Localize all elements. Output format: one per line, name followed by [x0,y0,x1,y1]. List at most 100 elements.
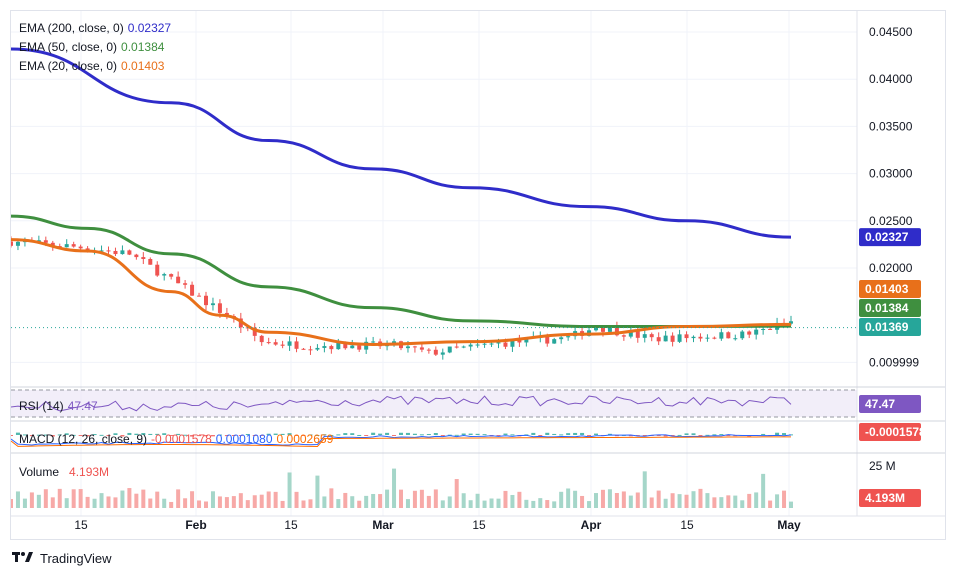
rsi-line [11,395,792,412]
candle-body [566,336,571,338]
macd-line [11,434,792,446]
volume-bar [433,489,438,508]
candle-body [628,331,633,337]
macd-hist-bar [245,433,250,435]
volume-bar [475,493,480,508]
macd-hist-bar [433,433,438,435]
volume-bar [162,498,167,508]
chart-frame: 0.04500 0.04000 0.03500 0.03000 0.02500 0.020… [10,10,946,540]
badge-macd-bg [859,423,921,441]
volume-bar [510,494,515,508]
macd-hist-bar [378,433,383,435]
candle-body [426,349,431,351]
candle-body [197,295,202,297]
candle-body [204,295,208,306]
macd-hist-bar [642,435,647,436]
macd-hist-bar [294,435,299,436]
candle [489,342,494,347]
volume-bar [371,493,376,508]
volume-bar [308,499,313,508]
candle [754,326,759,340]
macd-hist-bar [155,433,160,435]
volume-bar [740,500,745,508]
volume-bar [57,488,62,508]
candle-body [642,334,647,338]
macd-hist-bar [426,434,431,436]
volume-bar [684,494,689,508]
macd-hist-bar [15,432,20,435]
candle-body [475,344,480,346]
candle-body [705,337,710,339]
volume-bar [663,498,668,508]
legend-volume-value: 4.193M [69,465,110,479]
macd-hist-bar [301,435,306,436]
badge-volume-text: 4.193M [865,491,905,505]
badge-ema20-text: 0.01403 [865,282,909,296]
candle-body [210,303,215,306]
macd-hist-bar [280,433,285,435]
legend-macd[interactable]: MACD (12, 26, close, 9) -0.0001578 0.00010… [19,432,333,446]
legend-rsi-value: 47.47 [67,399,98,413]
legend-ema50[interactable]: EMA (50, close, 0) 0.01384 [19,40,164,54]
candle-body [754,329,759,335]
volume-bar [594,493,598,508]
tradingview-logo-icon[interactable] [12,550,34,566]
macd-hist-bar [252,435,257,436]
macd-hist-bar [57,434,62,436]
candle [315,344,320,351]
candle-body [71,244,76,247]
price-tick-label: 0.009999 [869,355,919,369]
legend-ema200-value: 0.02327 [127,21,172,35]
badge-ema20: 0.01403 [859,280,921,298]
candle-body [280,344,285,346]
candle-body [183,283,188,285]
macd-hist-bar [343,433,348,435]
candle-body [482,343,487,345]
price-chart[interactable]: 0.04500 0.04000 0.03500 0.03000 0.02500 0.020… [11,11,945,539]
volume-bar [405,499,410,508]
candle-body [489,343,494,345]
macd-hist-bar [120,435,125,437]
legend-ema200[interactable]: EMA (200, close, 0) 0.02327 [19,21,171,35]
candle-body [614,327,619,336]
macd-hist-bar [573,432,578,435]
macd-hist-bar [315,434,320,436]
volume-bar [691,491,696,508]
badge-ema20-bg [859,280,921,298]
legend-ema20[interactable]: EMA (20, close, 0) 0.01403 [19,59,164,73]
volume-bar [155,491,160,508]
price-tick-label: 0.02500 [869,214,913,228]
candle [726,331,731,339]
candle [294,337,299,353]
macd-hist-bar [698,435,703,437]
legend-ema20-value: 0.01403 [121,59,165,73]
legend-macd-line: 0.0001080 [215,432,273,446]
volume-bar [148,498,153,508]
volume-bar [587,501,592,508]
volume-bar [64,498,69,508]
candle-body [440,352,445,355]
legend-rsi[interactable]: RSI (14) 47.47 [19,399,98,413]
macd-hist-bar [266,433,271,435]
candle [412,345,417,353]
macd-hist-bar [217,434,222,436]
volume-bar [204,501,208,508]
macd-hist-bar [503,433,508,435]
macd-hist-bar [566,433,571,435]
footer: TradingView [12,550,112,566]
volume-bar [454,479,459,508]
badge-last-price: 0.01369 [859,318,921,336]
time-tick-label: Feb [185,518,206,532]
volume-bar [259,494,264,508]
candle-body [747,331,752,335]
volume-bar [656,490,661,508]
macd-hist-bar [148,433,153,435]
macd-hist-bar [782,433,787,435]
candle-body [50,242,55,247]
candle [322,342,327,353]
legend-volume[interactable]: Volume 4.193M [19,465,109,479]
volume-bar [127,488,132,508]
candle [280,340,285,349]
macd-hist-bar [287,433,292,435]
badge-rsi-bg [859,395,921,413]
